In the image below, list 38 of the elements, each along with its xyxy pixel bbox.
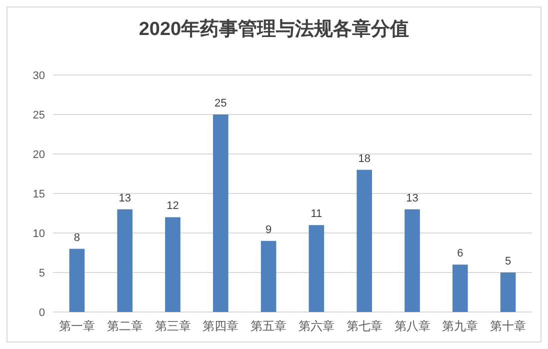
x-tick-label: 第五章 [250,319,287,333]
bar [117,209,133,312]
x-tick-label: 第八章 [394,319,430,333]
y-tick-label: 0 [38,307,45,319]
data-label: 9 [265,224,272,236]
y-tick-label: 30 [32,70,45,82]
x-tick-label: 第一章 [58,319,95,333]
data-label: 6 [457,248,464,260]
data-label: 11 [310,208,322,220]
data-label: 5 [504,256,512,268]
y-tick-label: 20 [32,149,45,161]
y-tick-label: 10 [32,228,45,240]
data-label: 25 [214,98,227,110]
x-tick-label: 第六章 [298,319,334,333]
bar [260,240,276,312]
data-label: 8 [74,232,80,244]
bar [212,114,228,312]
x-tick-label: 第二章 [106,319,143,333]
data-label: 18 [358,152,370,165]
bar [356,170,372,312]
data-label: 13 [406,192,418,204]
bar [165,217,180,312]
y-tick-label: 25 [32,110,45,122]
y-tick-label: 5 [38,268,45,280]
bar [452,264,468,312]
data-label: 12 [166,200,179,212]
x-tick-label: 第九章 [442,319,478,333]
x-tick-label: 第四章 [202,319,239,333]
x-tick-label: 第十章 [490,319,526,333]
bar [69,248,85,312]
chart-title: 2020年药事管理与法规各章分值 [138,18,410,40]
x-tick-label: 第三章 [154,319,191,333]
bar [404,209,420,312]
bar [500,272,516,312]
x-tick-label: 第七章 [346,319,382,333]
y-tick-label: 15 [32,188,45,200]
bar [308,225,324,312]
data-label: 13 [118,192,131,204]
